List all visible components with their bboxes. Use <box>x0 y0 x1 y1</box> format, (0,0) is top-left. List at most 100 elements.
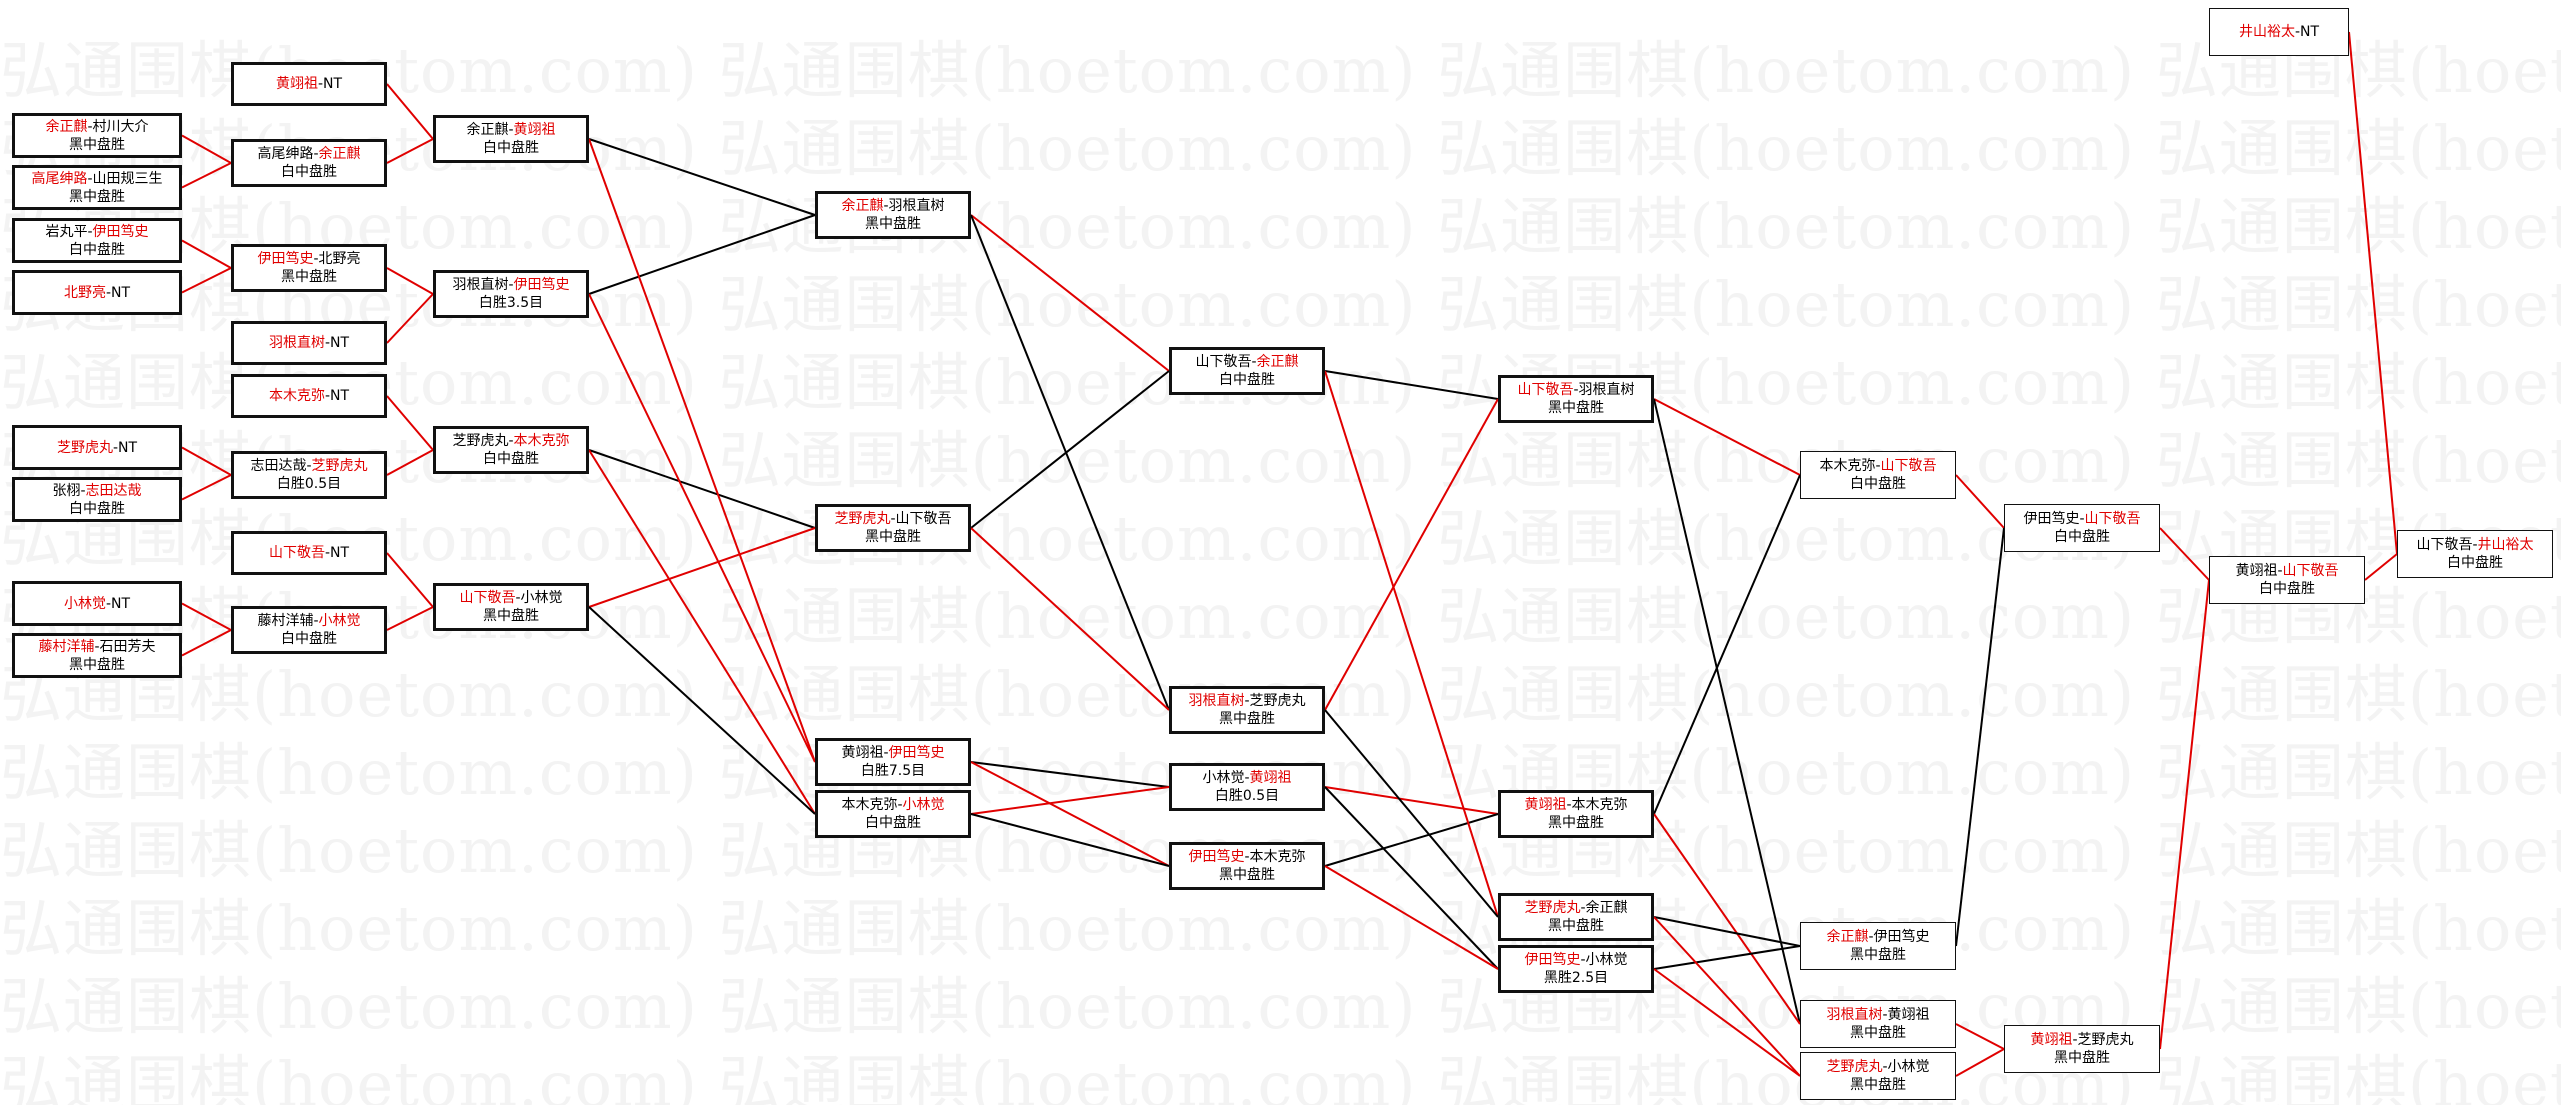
player-separator: - <box>883 198 889 214</box>
match-result: 黑中盘胜 <box>1548 400 1604 416</box>
match-result: 黑中盘胜 <box>2054 1050 2110 1066</box>
player-white: 山田规三生 <box>92 170 163 187</box>
connector-yu_murakawa-to-takao_yu <box>181 134 232 164</box>
match-box-yu-huang: 余正麒-黄翊祖 白中盘胜 <box>433 115 589 163</box>
player-separator: - <box>1244 849 1250 865</box>
match-players: 芝野虎丸-小林觉 <box>1826 1058 1929 1076</box>
player-separator: - <box>890 511 896 527</box>
match-box-shibano-yu: 芝野虎丸-余正麒 黑中盘胜 <box>1498 893 1654 941</box>
player-black: 山下敬吾 <box>459 590 516 606</box>
match-result: 黑中盘胜 <box>69 136 125 153</box>
player-white: 小林觉 <box>520 590 563 606</box>
match-players: 余正麒-村川大介 <box>45 118 148 136</box>
match-box-hane-iyoda: 羽根直树-伊田笃史 白胜3.5目 <box>433 270 589 318</box>
match-box-takao-yamada: 高尾绅路-山田规三生 黑中盘胜 <box>12 165 182 210</box>
match-players: 羽根直树-芝野虎丸 <box>1188 692 1305 710</box>
match-box-iyoda-motoki: 伊田笃史-本木克弥 黑中盘胜 <box>1169 842 1325 890</box>
player-white: NT <box>118 439 138 456</box>
connector-iyama_bye-to-final <box>2348 31 2398 555</box>
connector-iyoda_motoki-to-huang_motoki <box>1324 813 1499 867</box>
match-box-fujimura-kobayashi: 藤村洋辅-小林觉 白中盘胜 <box>231 606 387 654</box>
connector-iyoda_yamashita-to-huang_yamashita <box>2159 527 2210 581</box>
connector-hane_shibano-to-shibano_yu <box>1324 709 1499 918</box>
match-players: 伊田笃史-本木克弥 <box>1188 848 1305 866</box>
player-black: 藤村洋辅 <box>257 613 314 629</box>
player-white: 羽根直树 <box>1578 382 1635 398</box>
player-white: 余正麒 <box>1256 354 1299 370</box>
match-result: 黑中盘胜 <box>865 529 921 545</box>
match-players: 黄翊祖-伊田笃史 <box>841 744 944 762</box>
player-black: 张栩 <box>52 482 81 499</box>
player-black: 伊田笃史 <box>2023 511 2080 527</box>
connector-shibano_kobayashi-to-huang_shibano <box>1955 1048 2005 1077</box>
match-box-yamashita-bye: 山下敬吾-NT <box>231 531 387 575</box>
player-separator: - <box>508 122 514 138</box>
match-players: 岩丸平-伊田笃史 <box>45 223 148 241</box>
match-players: 芝野虎丸-山下敬吾 <box>834 510 951 528</box>
match-players: 井山裕太-NT <box>2239 23 2319 41</box>
match-box-motoki-yamashita: 本木克弥-山下敬吾 白中盘胜 <box>1800 451 1956 499</box>
match-players: 本木克弥-山下敬吾 <box>1819 457 1936 475</box>
player-black: 小林觉 <box>63 595 106 612</box>
match-result: 白中盘胜 <box>2054 529 2110 545</box>
player-black: 本木克弥 <box>268 388 325 404</box>
player-black: 芝野虎丸 <box>1524 900 1581 916</box>
player-white: 余正麒 <box>1585 900 1628 916</box>
connector-shibano_yamashita-to-yamashita_yu <box>970 370 1170 529</box>
player-separator: - <box>87 223 93 240</box>
player-black: 高尾绅路 <box>31 170 88 187</box>
connector-kobayashi_huang-to-iyoda_kobayashi <box>1324 786 1499 970</box>
connector-hane_iyoda-to-yu_hane <box>588 214 816 295</box>
connector-motoki_yamashita-to-iyoda_yamashita <box>1955 474 2005 529</box>
match-box-huang-bye: 黄翊祖-NT <box>231 62 387 106</box>
match-result: 黑中盘胜 <box>1548 815 1604 831</box>
match-players: 山下敬吾-井山裕太 <box>2416 536 2533 554</box>
player-white: NT <box>323 76 343 92</box>
player-white: 本木克弥 <box>513 433 570 449</box>
match-result: 白中盘胜 <box>2447 555 2503 571</box>
player-white: 山下敬吾 <box>2084 511 2141 527</box>
match-players: 山下敬吾-NT <box>269 544 349 562</box>
match-box-iyoda-yamashita: 伊田笃史-山下敬吾 白中盘胜 <box>2004 504 2160 552</box>
player-white: 石田芳夫 <box>99 638 156 655</box>
player-separator: - <box>508 277 514 293</box>
match-players: 伊田笃史-北野亮 <box>257 250 360 268</box>
match-box-huang-motoki: 黄翊祖-本木克弥 黑中盘胜 <box>1498 790 1654 838</box>
player-black: 藤村洋辅 <box>38 638 95 655</box>
connector-kobayashi_bye-to-fujimura_kobayashi <box>181 602 232 631</box>
player-white: 村川大介 <box>92 118 149 135</box>
match-result: 黑中盘胜 <box>69 656 125 673</box>
connector-huang_motoki-to-motoki_yamashita <box>1653 474 1801 815</box>
connector-shibano_motoki-to-motoki_kobayashi <box>588 449 816 815</box>
player-black: 芝野虎丸 <box>452 433 509 449</box>
player-black: 余正麒 <box>45 118 88 135</box>
match-box-shibano-kobayashi: 芝野虎丸-小林觉 黑中盘胜 <box>1800 1052 1956 1100</box>
match-box-yamashita-kobayashi: 山下敬吾-小林觉 黑中盘胜 <box>433 583 589 631</box>
match-players: 余正麒-羽根直树 <box>841 197 944 215</box>
match-players: 藤村洋辅-小林觉 <box>257 612 360 630</box>
match-players: 黄翊祖-NT <box>276 75 342 93</box>
match-box-shibano-motoki: 芝野虎丸-本木克弥 白中盘胜 <box>433 426 589 474</box>
match-players: 高尾绅路-山田规三生 <box>31 170 162 188</box>
player-separator: - <box>324 335 331 351</box>
player-black: 黄翊祖 <box>275 76 318 92</box>
connector-iwamaru_iyoda-to-iyoda_kitano <box>181 239 232 269</box>
match-box-yu-murakawa: 余正麒-村川大介 黑中盘胜 <box>12 113 182 158</box>
connector-huang_motoki-to-hane_huang <box>1653 813 1801 1025</box>
match-players: 羽根直树-NT <box>269 334 349 352</box>
connector-motoki_kobayashi-to-kobayashi_huang <box>970 786 1170 815</box>
connector-shibano_bye-to-shida_shibano <box>181 446 232 476</box>
player-white: 伊田笃史 <box>888 745 945 761</box>
connector-shibano_yamashita-to-hane_shibano <box>970 527 1170 711</box>
player-white: 伊田笃史 <box>1873 929 1930 945</box>
player-black: 山下敬吾 <box>1195 354 1252 370</box>
player-separator: - <box>317 76 324 92</box>
match-players: 藤村洋辅-石田芳夫 <box>38 638 155 656</box>
player-separator: - <box>883 745 889 761</box>
match-box-iyoda-kitano: 伊田笃史-北野亮 黑中盘胜 <box>231 244 387 292</box>
match-players: 芝野虎丸-余正麒 <box>1524 899 1627 917</box>
player-black: 山下敬吾 <box>268 545 325 561</box>
player-white: 小林觉 <box>318 613 361 629</box>
connector-iyoda_kitano-to-hane_iyoda <box>386 267 434 295</box>
connector-shida_shibano-to-shibano_motoki <box>386 449 434 476</box>
